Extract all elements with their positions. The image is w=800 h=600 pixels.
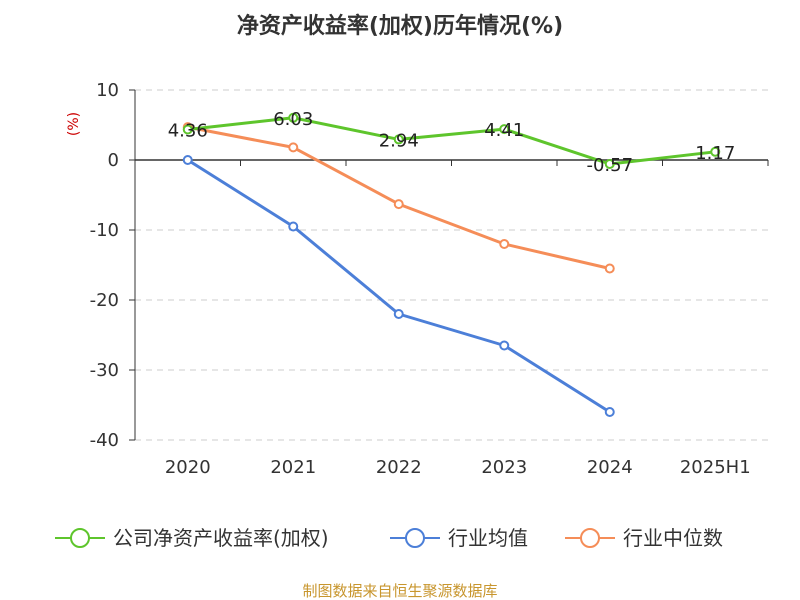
x-tick-label: 2022: [376, 457, 422, 478]
chart-title: 净资产收益率(加权)历年情况(%): [237, 13, 563, 39]
data-label: 4.41: [484, 120, 524, 141]
series-line: [187, 116, 716, 166]
series-point: [182, 124, 193, 135]
series-point: [499, 340, 510, 351]
x-tick-label: 2024: [587, 457, 633, 478]
data-label: -0.57: [586, 155, 633, 176]
series-point: [604, 158, 615, 169]
series-point: [182, 155, 193, 165]
legend: 公司净资产收益率(加权) 行业均值 行业中位数: [55, 526, 723, 550]
legend-label: 公司净资产收益率(加权): [113, 526, 329, 550]
series-point: [499, 124, 510, 135]
data-label: 2.94: [379, 130, 419, 151]
legend-label: 行业中位数: [623, 526, 723, 550]
legend-swatch-marker: [70, 528, 90, 548]
series-point: [288, 142, 299, 153]
series-point: [393, 134, 404, 145]
x-tick-label: 2021: [270, 457, 316, 478]
x-tick-label: 2023: [481, 457, 527, 478]
y-tick-label: -40: [90, 430, 119, 451]
legend-label: 行业均值: [448, 526, 528, 550]
series-line: [186, 158, 611, 414]
y-tick-label: -30: [90, 360, 119, 381]
series-point: [499, 239, 510, 249]
series-point: [604, 263, 615, 274]
legend-swatch-marker: [405, 528, 425, 548]
series-point: [288, 221, 299, 232]
series-point: [710, 146, 721, 157]
y-tick-label: 10: [96, 80, 119, 101]
source-footer: 制图数据来自恒生聚源数据库: [302, 582, 497, 600]
y-tick-label: -10: [90, 220, 119, 241]
x-tick-label: 2025H1: [680, 457, 751, 478]
series-point: [288, 112, 299, 123]
legend-swatch-marker: [580, 528, 600, 548]
data-label: 1.17: [695, 143, 735, 164]
series-point: [604, 407, 615, 417]
y-axis-unit: (%): [66, 112, 82, 136]
data-label-layer: 4.36 6.03 2.94 4.41 -0.57 1.17: [168, 109, 736, 176]
series-point: [393, 309, 404, 319]
data-label: 6.03: [273, 109, 313, 130]
y-tick-label: -20: [90, 290, 119, 311]
series-layer: [182, 112, 721, 417]
grid-layer: [135, 89, 768, 441]
series-point: [393, 199, 404, 210]
data-label: 4.36: [168, 120, 208, 141]
axis-layer: 10 0 -10 -20 -30 -40 2020 2021 2022 2023 2024 2025H…: [90, 80, 769, 478]
y-tick-label: 0: [108, 150, 119, 171]
x-tick-label: 2020: [165, 457, 211, 478]
